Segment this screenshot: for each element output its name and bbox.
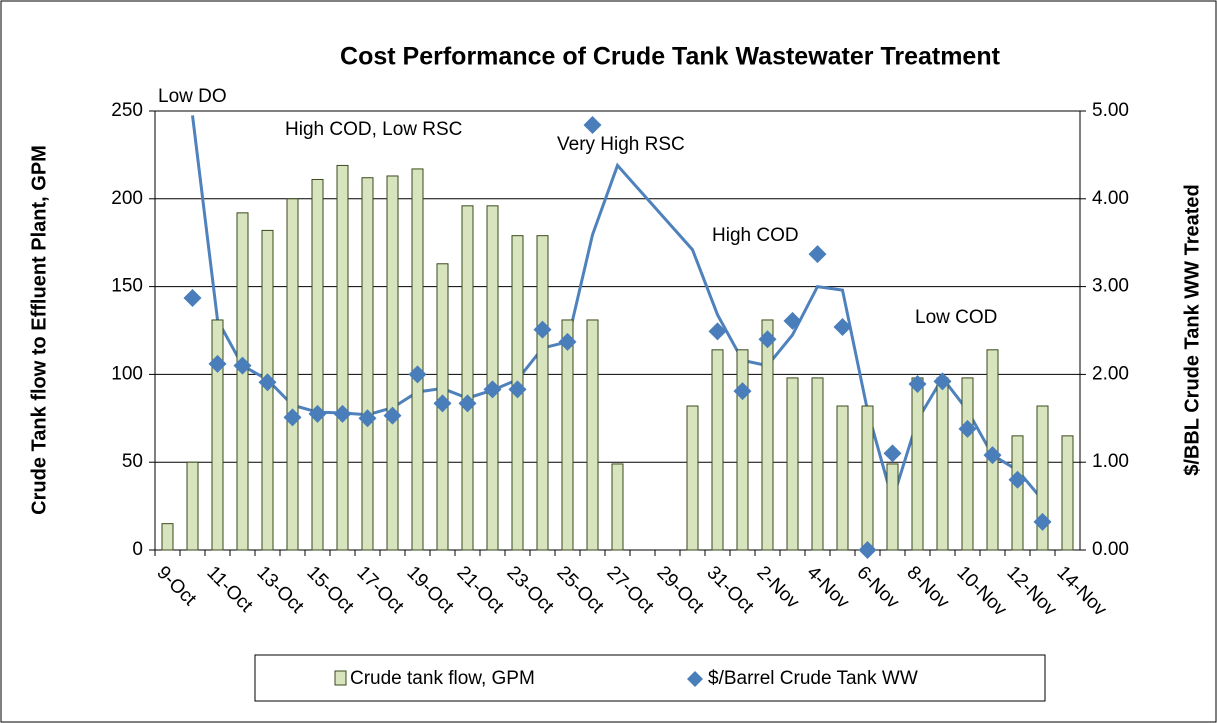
marker: [583, 116, 602, 135]
legend-swatch: [687, 671, 703, 687]
marker: [983, 446, 1002, 465]
y-tick-label: 100: [111, 363, 143, 384]
legend-label: $/Barrel Crude Tank WW: [708, 668, 918, 689]
y-tick-label: 200: [111, 188, 143, 209]
bar: [686, 405, 699, 551]
chart-title: Cost Performance of Crude Tank Wastewate…: [340, 43, 1001, 71]
marker: [408, 365, 427, 384]
marker: [558, 332, 577, 351]
bar: [1061, 435, 1074, 551]
marker: [808, 245, 827, 264]
annotation: Very High RSC: [557, 134, 685, 155]
bar: [761, 319, 774, 551]
marker: [958, 419, 977, 438]
y2-tick-label: 4.00: [1092, 188, 1129, 209]
bar: [886, 463, 899, 551]
marker: [508, 380, 527, 399]
bar: [186, 461, 199, 551]
marker: [533, 320, 552, 339]
y2-tick-label: 2.00: [1092, 363, 1129, 384]
bar: [1011, 435, 1024, 551]
bar: [386, 175, 399, 551]
legend-label: Crude tank flow, GPM: [350, 668, 535, 689]
bar: [861, 405, 874, 551]
bar: [786, 377, 799, 551]
marker: [358, 409, 377, 428]
marker: [1033, 512, 1052, 531]
marker: [433, 394, 452, 413]
marker: [883, 444, 902, 463]
trend-line: [191, 115, 1044, 506]
y2-tick-label: 5.00: [1092, 100, 1129, 121]
bar: [936, 377, 949, 551]
marker: [758, 330, 777, 349]
marker: [383, 406, 402, 425]
marker: [733, 382, 752, 401]
y2-tick-label: 1.00: [1092, 451, 1129, 472]
y2-tick-label: 3.00: [1092, 276, 1129, 297]
y-tick-label: 0: [132, 539, 143, 560]
bar: [736, 349, 749, 551]
marker: [183, 289, 202, 308]
marker: [833, 317, 852, 336]
bar: [586, 319, 599, 551]
bar: [911, 377, 924, 551]
marker: [283, 408, 302, 427]
bar: [336, 164, 349, 551]
bar: [561, 319, 574, 551]
marker: [933, 372, 952, 391]
legend-swatch: [334, 670, 347, 686]
marker: [1008, 470, 1027, 489]
bar: [161, 523, 174, 551]
bar: [811, 377, 824, 551]
bar: [1036, 405, 1049, 551]
bar: [536, 235, 549, 551]
bar: [961, 377, 974, 551]
marker: [783, 311, 802, 330]
marker: [908, 375, 927, 394]
legend-box: [254, 654, 1046, 702]
marker: [208, 354, 227, 373]
bar: [311, 178, 324, 551]
y-tick-label: 150: [111, 276, 143, 297]
annotation: Low COD: [915, 307, 997, 328]
marker: [333, 404, 352, 423]
marker: [258, 373, 277, 392]
bar: [211, 319, 224, 551]
marker: [708, 322, 727, 341]
marker: [308, 404, 327, 423]
marker: [233, 356, 252, 375]
annotation: High COD, Low RSC: [285, 119, 462, 140]
bar: [236, 212, 249, 551]
bar: [836, 405, 849, 551]
marker: [483, 380, 502, 399]
bar: [711, 349, 724, 551]
bar: [286, 198, 299, 551]
y-tick-label: 250: [111, 100, 143, 121]
annotation: High COD: [712, 225, 799, 246]
bar: [611, 463, 624, 551]
y-axis-label: Crude Tank flow to Effluent Plant, GPM: [28, 145, 50, 515]
bar: [461, 205, 474, 551]
bar: [411, 168, 424, 551]
y2-tick-label: 0.00: [1092, 539, 1129, 560]
y-tick-label: 50: [122, 451, 143, 472]
marker: [458, 394, 477, 413]
marker: [858, 541, 877, 559]
annotation: Low DO: [158, 86, 227, 107]
y2-axis-label: $/BBL Crude Tank WW Treated: [1181, 184, 1203, 476]
bar: [486, 205, 499, 551]
bar: [361, 177, 374, 551]
